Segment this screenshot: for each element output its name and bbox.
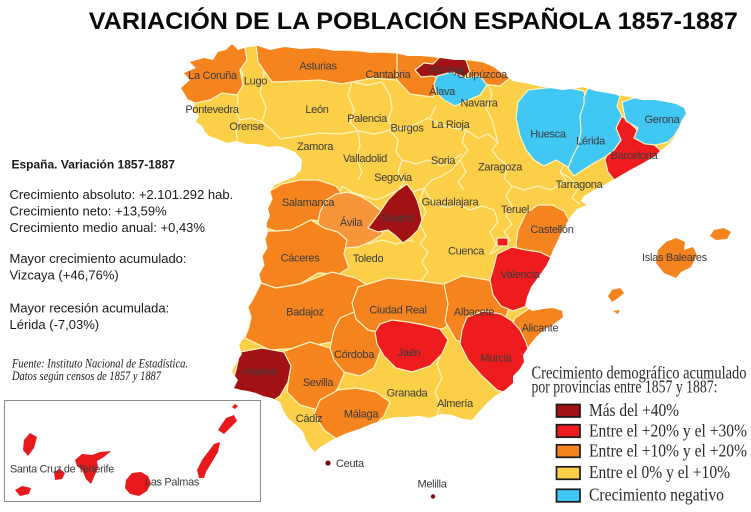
svg-text:Almería: Almería bbox=[437, 398, 474, 410]
svg-text:Guadalajara: Guadalajara bbox=[422, 197, 480, 209]
svg-text:Guipúzcoa: Guipúzcoa bbox=[457, 69, 508, 81]
svg-text:Madrid: Madrid bbox=[382, 213, 414, 225]
svg-text:Melilla: Melilla bbox=[418, 479, 448, 491]
svg-text:Cantabria: Cantabria bbox=[366, 69, 412, 81]
svg-text:Córdoba: Córdoba bbox=[334, 349, 375, 361]
svg-text:Barcelona: Barcelona bbox=[611, 150, 659, 162]
svg-text:Jaén: Jaén bbox=[398, 347, 421, 359]
svg-text:Santa Cruz de Tenerife: Santa Cruz de Tenerife bbox=[10, 464, 114, 476]
svg-text:Mayor recesión acumulada:: Mayor recesión acumulada: bbox=[10, 301, 170, 316]
svg-text:Huelva: Huelva bbox=[244, 366, 278, 378]
svg-text:Gerona: Gerona bbox=[645, 114, 681, 126]
svg-text:Navarra: Navarra bbox=[460, 98, 498, 110]
svg-text:Vizcaya (+46,76%): Vizcaya (+46,76%) bbox=[10, 268, 119, 283]
svg-text:Crecimiento demográfico acumul: Crecimiento demográfico acumulado bbox=[532, 363, 747, 383]
svg-text:Salamanca: Salamanca bbox=[282, 197, 336, 209]
svg-text:España. Variación 1857-1887: España. Variación 1857-1887 bbox=[12, 158, 176, 172]
svg-text:Datos según censos de 1857 y 1: Datos según censos de 1857 y 1887 bbox=[11, 369, 161, 383]
svg-text:Crecimiento neto: +13,59%: Crecimiento neto: +13,59% bbox=[10, 204, 168, 219]
svg-text:Crecimiento medio anual: +0,43: Crecimiento medio anual: +0,43% bbox=[10, 220, 206, 235]
svg-text:Badajoz: Badajoz bbox=[286, 307, 324, 319]
svg-text:Sevilla: Sevilla bbox=[303, 377, 334, 389]
svg-text:La Coruña: La Coruña bbox=[188, 70, 238, 82]
svg-text:Pontevedra: Pontevedra bbox=[185, 104, 239, 116]
svg-text:Granada: Granada bbox=[387, 388, 429, 400]
svg-text:VARIACIÓN DE LA POBLACIÓN ESPA: VARIACIÓN DE LA POBLACIÓN ESPAÑOLA 1857-… bbox=[89, 7, 738, 35]
svg-text:Más del +40%: Más del +40% bbox=[589, 400, 679, 420]
svg-text:Huesca: Huesca bbox=[530, 129, 567, 141]
svg-text:Valladolid: Valladolid bbox=[343, 153, 387, 165]
svg-text:Teruel: Teruel bbox=[501, 204, 529, 216]
svg-text:Crecimiento absoluto: +2.101.2: Crecimiento absoluto: +2.101.292 hab. bbox=[10, 187, 234, 202]
svg-text:Orense: Orense bbox=[229, 121, 263, 133]
svg-text:Ciudad Real: Ciudad Real bbox=[369, 305, 426, 317]
svg-text:Lérida (-7,03%): Lérida (-7,03%) bbox=[10, 317, 100, 332]
svg-text:Málaga: Málaga bbox=[344, 409, 379, 421]
svg-text:Asturias: Asturias bbox=[299, 61, 337, 73]
svg-text:Cádiz: Cádiz bbox=[296, 413, 323, 425]
svg-text:Murcia: Murcia bbox=[480, 353, 512, 365]
svg-text:Fuente: Instituto Nacional de: Fuente: Instituto Nacional de Estadístic… bbox=[11, 357, 188, 371]
svg-text:Toledo: Toledo bbox=[353, 253, 384, 265]
svg-text:Palencia: Palencia bbox=[347, 113, 388, 125]
svg-text:Entre el 0% y el +10%: Entre el 0% y el +10% bbox=[589, 462, 730, 482]
svg-text:La Rioja: La Rioja bbox=[432, 119, 471, 131]
svg-text:Entre el +10% y el +20%: Entre el +10% y el +20% bbox=[589, 441, 747, 461]
svg-text:Mayor crecimiento acumulado:: Mayor crecimiento acumulado: bbox=[10, 251, 187, 266]
svg-text:Zamora: Zamora bbox=[297, 141, 334, 153]
svg-text:Soria: Soria bbox=[431, 155, 456, 167]
svg-text:Álava: Álava bbox=[429, 85, 456, 98]
svg-text:Tarragona: Tarragona bbox=[556, 179, 604, 191]
svg-text:Entre el +20% y el +30%: Entre el +20% y el +30% bbox=[589, 421, 747, 441]
svg-text:Lérida: Lérida bbox=[576, 136, 606, 148]
svg-text:Cáceres: Cáceres bbox=[281, 253, 321, 265]
svg-text:Las Palmas: Las Palmas bbox=[145, 477, 200, 489]
svg-text:Crecimiento negativo: Crecimiento negativo bbox=[589, 485, 724, 505]
svg-text:Valencia: Valencia bbox=[501, 269, 541, 281]
svg-text:Islas Baleares: Islas Baleares bbox=[642, 252, 708, 264]
svg-text:Albacete: Albacete bbox=[454, 307, 495, 319]
svg-text:Lugo: Lugo bbox=[244, 76, 267, 88]
svg-text:Alicante: Alicante bbox=[522, 323, 559, 335]
svg-text:Vizcaya: Vizcaya bbox=[428, 64, 465, 76]
svg-text:Segovia: Segovia bbox=[374, 172, 413, 184]
svg-text:León: León bbox=[305, 104, 328, 116]
svg-text:por provincias entre 1857 y 18: por provincias entre 1857 y 1887: bbox=[532, 377, 718, 397]
svg-text:Cuenca: Cuenca bbox=[448, 246, 485, 258]
svg-text:Zaragoza: Zaragoza bbox=[478, 162, 523, 174]
svg-text:Castellón: Castellón bbox=[530, 224, 573, 236]
svg-text:Burgos: Burgos bbox=[390, 123, 424, 135]
svg-text:Ávila: Ávila bbox=[340, 216, 364, 229]
svg-text:Ceuta: Ceuta bbox=[336, 458, 365, 470]
